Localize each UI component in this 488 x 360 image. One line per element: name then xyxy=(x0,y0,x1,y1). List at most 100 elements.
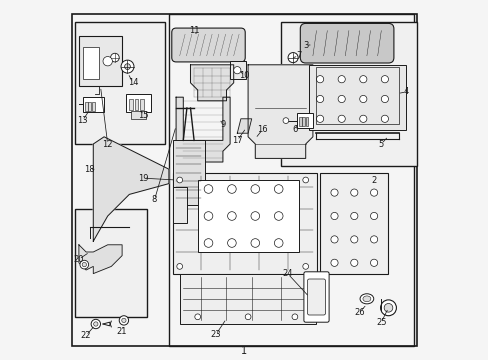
Circle shape xyxy=(227,239,236,247)
Circle shape xyxy=(233,67,241,74)
Bar xyxy=(75,22,165,144)
Circle shape xyxy=(350,189,357,196)
Circle shape xyxy=(381,76,387,83)
Bar xyxy=(140,99,143,110)
Circle shape xyxy=(287,53,298,63)
Circle shape xyxy=(227,185,236,193)
Circle shape xyxy=(330,189,337,196)
Text: 26: 26 xyxy=(354,307,364,317)
Circle shape xyxy=(337,76,345,83)
Text: 12: 12 xyxy=(102,140,113,149)
Circle shape xyxy=(80,260,88,269)
Bar xyxy=(309,65,406,130)
Circle shape xyxy=(381,95,387,103)
Bar xyxy=(129,99,133,110)
Bar xyxy=(84,102,87,111)
Bar xyxy=(172,187,186,223)
Circle shape xyxy=(274,185,283,193)
Text: 16: 16 xyxy=(257,125,267,134)
Text: 25: 25 xyxy=(375,318,386,327)
Circle shape xyxy=(384,303,392,312)
Circle shape xyxy=(337,95,345,103)
Circle shape xyxy=(316,76,323,83)
Bar xyxy=(197,180,298,252)
Text: 9: 9 xyxy=(220,120,225,129)
Circle shape xyxy=(337,115,345,122)
Circle shape xyxy=(124,64,130,69)
Circle shape xyxy=(381,115,387,122)
Circle shape xyxy=(177,177,182,183)
Circle shape xyxy=(103,57,112,66)
Bar xyxy=(82,47,99,79)
Circle shape xyxy=(302,264,308,269)
Text: 5: 5 xyxy=(378,140,383,149)
Circle shape xyxy=(291,314,297,320)
Text: 18: 18 xyxy=(84,165,95,174)
Circle shape xyxy=(94,322,98,326)
Circle shape xyxy=(274,239,283,247)
Circle shape xyxy=(274,212,283,220)
Circle shape xyxy=(227,212,236,220)
Circle shape xyxy=(330,236,337,243)
Circle shape xyxy=(330,212,337,220)
Bar xyxy=(305,117,307,126)
Circle shape xyxy=(359,115,366,122)
Circle shape xyxy=(370,236,377,243)
Polygon shape xyxy=(93,137,168,241)
Text: 21: 21 xyxy=(117,327,127,336)
Circle shape xyxy=(122,318,126,323)
Text: 23: 23 xyxy=(210,330,221,339)
Text: 11: 11 xyxy=(188,26,199,35)
Circle shape xyxy=(370,189,377,196)
FancyBboxPatch shape xyxy=(300,23,393,63)
Text: 2: 2 xyxy=(371,176,376,185)
Text: 13: 13 xyxy=(77,116,88,125)
Bar xyxy=(82,97,104,112)
Bar xyxy=(172,140,204,205)
Text: 17: 17 xyxy=(231,136,242,145)
Circle shape xyxy=(110,53,119,62)
Bar xyxy=(75,209,147,317)
Circle shape xyxy=(316,95,323,103)
Text: 20: 20 xyxy=(74,255,84,264)
Circle shape xyxy=(204,185,212,193)
Circle shape xyxy=(316,115,323,122)
Circle shape xyxy=(350,212,357,220)
Bar xyxy=(280,22,416,166)
Text: 15: 15 xyxy=(138,111,149,120)
Bar xyxy=(316,67,399,124)
Polygon shape xyxy=(79,245,122,274)
Circle shape xyxy=(250,185,259,193)
Polygon shape xyxy=(247,65,312,158)
Bar xyxy=(168,14,413,346)
Text: 6: 6 xyxy=(292,125,297,134)
Circle shape xyxy=(250,212,259,220)
Circle shape xyxy=(204,239,212,247)
Text: 24: 24 xyxy=(282,269,292,278)
Bar xyxy=(296,113,312,128)
Circle shape xyxy=(244,314,250,320)
Polygon shape xyxy=(237,119,251,133)
Bar xyxy=(125,94,151,112)
Circle shape xyxy=(194,314,200,320)
Text: 3: 3 xyxy=(303,41,308,50)
Text: 14: 14 xyxy=(127,78,138,87)
Text: 1: 1 xyxy=(241,346,247,356)
Polygon shape xyxy=(190,65,233,101)
Bar xyxy=(172,173,316,274)
Ellipse shape xyxy=(359,294,373,304)
Circle shape xyxy=(283,118,288,123)
Text: 8: 8 xyxy=(151,195,157,204)
Bar xyxy=(230,61,246,79)
Bar xyxy=(299,117,301,126)
Circle shape xyxy=(91,319,101,329)
Bar xyxy=(134,99,138,110)
Circle shape xyxy=(330,259,337,266)
Circle shape xyxy=(350,259,357,266)
Circle shape xyxy=(250,239,259,247)
Circle shape xyxy=(177,264,182,269)
Circle shape xyxy=(359,95,366,103)
Ellipse shape xyxy=(362,296,370,302)
Bar xyxy=(320,173,387,274)
Text: 19: 19 xyxy=(138,174,149,183)
